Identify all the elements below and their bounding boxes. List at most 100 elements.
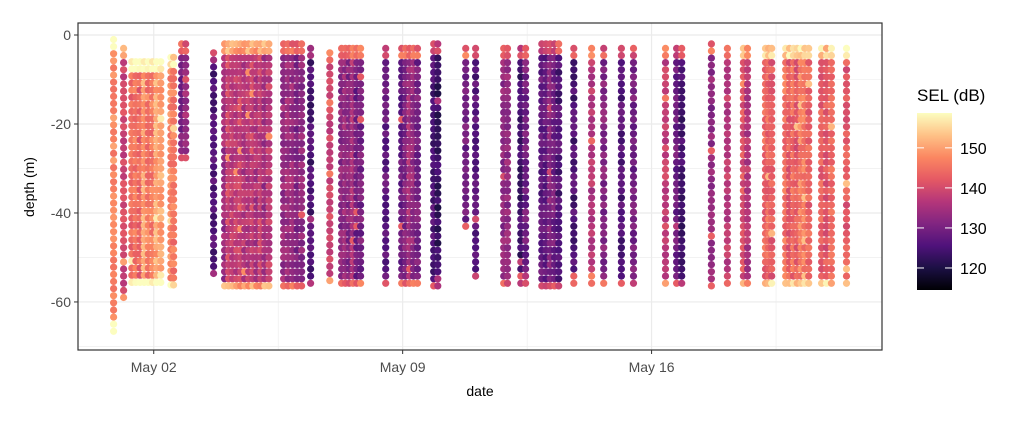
data-point bbox=[210, 70, 218, 78]
data-point bbox=[110, 99, 118, 108]
data-point bbox=[805, 172, 813, 181]
data-point bbox=[842, 151, 851, 159]
x-tick-label: May 02 bbox=[131, 359, 177, 375]
data-point bbox=[472, 101, 480, 109]
data-point bbox=[357, 180, 365, 188]
data-point bbox=[522, 144, 530, 152]
data-point bbox=[678, 244, 686, 252]
data-point bbox=[827, 201, 836, 209]
data-point bbox=[434, 239, 442, 247]
data-point bbox=[265, 168, 273, 176]
data-point bbox=[157, 264, 165, 272]
data-point bbox=[570, 279, 578, 287]
data-point bbox=[743, 265, 752, 273]
data-point bbox=[522, 237, 530, 245]
data-point bbox=[588, 108, 596, 116]
data-point bbox=[805, 94, 813, 102]
data-point bbox=[827, 272, 836, 280]
data-point bbox=[182, 90, 190, 98]
data-point bbox=[210, 177, 218, 185]
data-point bbox=[307, 194, 315, 202]
data-point bbox=[617, 229, 626, 237]
data-point bbox=[472, 180, 480, 188]
data-point bbox=[434, 161, 442, 169]
data-point bbox=[357, 272, 365, 280]
data-point bbox=[110, 71, 118, 79]
data-point bbox=[555, 61, 563, 69]
data-point bbox=[723, 101, 732, 109]
data-point bbox=[673, 244, 681, 252]
data-point bbox=[120, 101, 128, 109]
data-point bbox=[570, 108, 578, 116]
data-point bbox=[157, 136, 165, 144]
data-point bbox=[413, 180, 422, 188]
data-point bbox=[382, 123, 390, 131]
data-point bbox=[673, 130, 681, 138]
data-point bbox=[434, 111, 442, 119]
data-point bbox=[382, 59, 390, 67]
data-point bbox=[555, 225, 563, 233]
data-point bbox=[723, 73, 732, 81]
data-point bbox=[413, 251, 422, 259]
data-point bbox=[805, 151, 813, 159]
data-point bbox=[723, 258, 732, 266]
data-point bbox=[298, 196, 306, 205]
data-point bbox=[805, 251, 813, 259]
data-point bbox=[413, 108, 422, 116]
data-point bbox=[210, 113, 218, 121]
data-point bbox=[434, 54, 442, 62]
data-point bbox=[326, 269, 334, 278]
data-point bbox=[588, 201, 596, 209]
data-point bbox=[357, 130, 365, 138]
data-point bbox=[588, 94, 596, 102]
data-point bbox=[661, 208, 670, 216]
data-point bbox=[600, 130, 608, 138]
data-point bbox=[661, 272, 670, 280]
data-point bbox=[673, 194, 681, 202]
data-point bbox=[357, 229, 365, 237]
data-point bbox=[326, 227, 334, 235]
data-point bbox=[629, 123, 638, 131]
data-point bbox=[298, 232, 306, 240]
data-point bbox=[503, 66, 512, 74]
data-point bbox=[120, 87, 128, 95]
data-point bbox=[503, 165, 512, 173]
data-point bbox=[768, 144, 776, 152]
data-point bbox=[617, 59, 626, 67]
data-point bbox=[120, 229, 128, 237]
data-point bbox=[326, 56, 334, 64]
data-point bbox=[678, 158, 686, 166]
data-point bbox=[110, 178, 118, 186]
data-point bbox=[157, 271, 165, 279]
data-point bbox=[357, 244, 365, 252]
data-point bbox=[265, 261, 273, 269]
data-point bbox=[503, 44, 512, 53]
data-point bbox=[661, 229, 670, 237]
data-point bbox=[629, 73, 638, 81]
data-point bbox=[673, 265, 681, 273]
data-point bbox=[434, 168, 442, 176]
data-point bbox=[555, 189, 563, 197]
data-point bbox=[600, 180, 608, 188]
data-point bbox=[522, 272, 530, 280]
data-point bbox=[588, 208, 596, 216]
data-point bbox=[503, 158, 512, 166]
data-point bbox=[588, 187, 596, 195]
data-point bbox=[462, 180, 470, 188]
data-point bbox=[600, 101, 608, 109]
data-point bbox=[707, 232, 716, 240]
data-point bbox=[120, 130, 128, 138]
data-point bbox=[805, 201, 813, 209]
data-point bbox=[157, 228, 165, 237]
data-point bbox=[768, 272, 776, 280]
data-point bbox=[307, 158, 315, 166]
data-point bbox=[661, 215, 670, 223]
data-point bbox=[805, 108, 813, 116]
data-point bbox=[723, 172, 732, 181]
data-point bbox=[629, 137, 638, 145]
data-point bbox=[413, 172, 422, 181]
data-point bbox=[743, 208, 752, 216]
data-point bbox=[170, 174, 178, 182]
data-point bbox=[617, 94, 626, 102]
data-point bbox=[768, 87, 776, 95]
